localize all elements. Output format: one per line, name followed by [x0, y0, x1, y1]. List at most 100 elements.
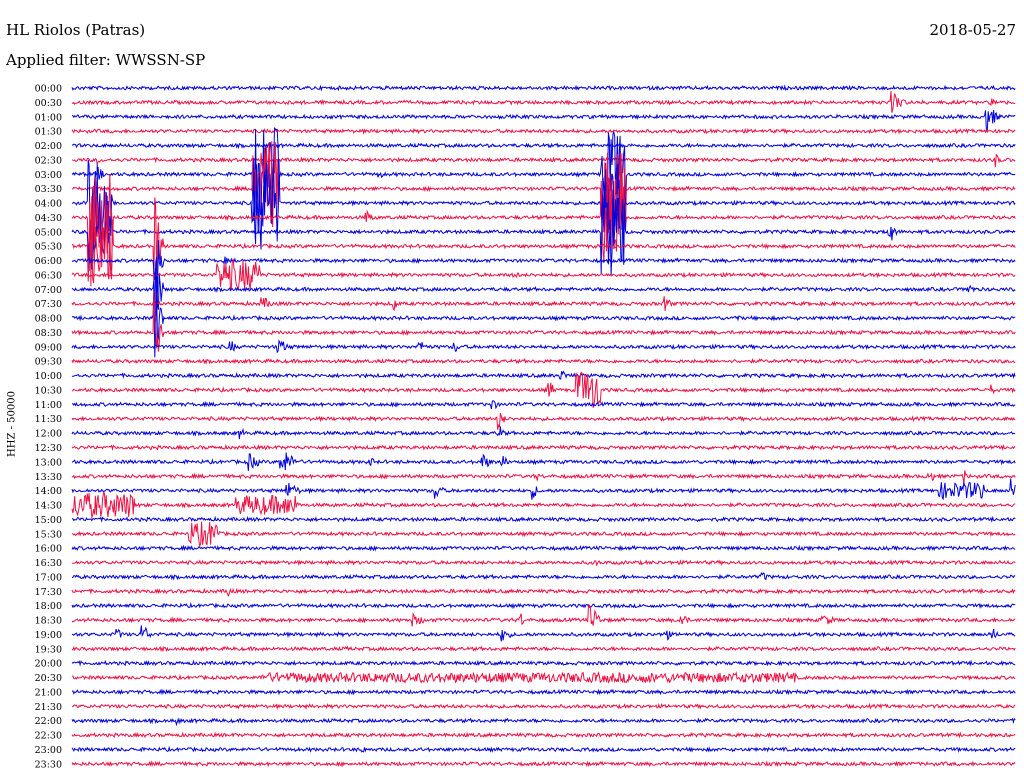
time-tick-label: 09:00 — [35, 342, 62, 353]
time-tick-label: 00:00 — [35, 84, 62, 95]
time-tick-label: 02:30 — [35, 155, 62, 166]
time-tick-label: 07:00 — [35, 285, 62, 296]
trace-line — [71, 587, 1016, 597]
time-tick-label: 13:30 — [35, 472, 62, 483]
trace-line — [72, 521, 1016, 549]
trace-line — [71, 645, 1016, 653]
time-tick-label: 01:00 — [35, 112, 62, 123]
time-tick-label: 21:30 — [35, 702, 62, 713]
time-tick-label: 02:00 — [35, 141, 62, 152]
trace-line — [71, 141, 1016, 235]
time-tick-label: 18:00 — [35, 601, 62, 612]
time-tick-label: 05:00 — [35, 227, 62, 238]
time-tick-label: 14:30 — [35, 501, 62, 512]
trace-line — [71, 127, 1016, 135]
filter-label: Applied filter: WWSSN-SP — [6, 51, 206, 69]
trace-line — [71, 717, 1016, 727]
time-tick-label: 08:00 — [35, 314, 62, 325]
trace-line — [71, 240, 1016, 296]
time-tick-label: 15:30 — [35, 529, 62, 540]
trace-line — [71, 603, 1016, 627]
time-tick-label: 21:00 — [35, 687, 62, 698]
trace-line — [71, 492, 1016, 520]
time-tick-label: 11:00 — [35, 400, 62, 411]
trace-line — [71, 197, 1016, 287]
trace-line — [71, 478, 1016, 501]
time-tick-label: 05:30 — [35, 242, 62, 253]
trace-line — [71, 158, 1016, 250]
time-tick-label: 23:00 — [35, 745, 62, 756]
trace-line — [71, 601, 1016, 610]
time-tick-label: 10:00 — [35, 371, 62, 382]
trace-line — [71, 339, 1016, 354]
time-tick-label: 08:30 — [35, 328, 62, 339]
trace-line — [71, 142, 1016, 150]
time-tick-label: 04:30 — [35, 213, 62, 224]
trace-line — [72, 515, 1016, 523]
trace-line — [71, 559, 1016, 567]
trace-line — [71, 109, 1016, 131]
trace-line — [71, 84, 1016, 92]
trace-line — [71, 625, 1016, 642]
time-tick-label: 06:00 — [35, 256, 62, 267]
trace-line — [71, 544, 1016, 552]
time-tick-label: 01:30 — [35, 127, 62, 138]
trace-line — [71, 426, 1016, 440]
trace-line — [71, 90, 1016, 113]
trace-line — [71, 470, 1016, 485]
time-tick-label: 19:30 — [35, 644, 62, 655]
trace-line — [71, 173, 1016, 262]
trace-line — [71, 127, 1016, 221]
time-tick-label: 00:30 — [35, 98, 62, 109]
time-tick-label: 20:30 — [35, 673, 62, 684]
time-tick-label: 15:00 — [35, 515, 62, 526]
trace-line — [71, 258, 1016, 292]
time-tick-label: 17:00 — [35, 572, 62, 583]
time-tick-label: 12:30 — [35, 443, 62, 454]
trace-line — [71, 659, 1016, 667]
time-tick-label: 11:30 — [35, 414, 62, 425]
time-tick-label: 10:30 — [35, 385, 62, 396]
time-tick-label: 20:00 — [35, 659, 62, 670]
trace-line — [71, 452, 1016, 471]
trace-line — [72, 399, 1016, 410]
trace-line — [71, 745, 1016, 753]
trace-line — [71, 256, 1016, 317]
trace-line — [71, 290, 1016, 352]
trace-line — [71, 185, 1016, 276]
time-tick-label: 03:00 — [35, 170, 62, 181]
time-tick-label: 13:00 — [35, 457, 62, 468]
time-tick-label: 16:00 — [35, 544, 62, 555]
time-tick-label: 23:30 — [35, 759, 62, 770]
time-tick-label: 12:00 — [35, 429, 62, 440]
trace-line — [71, 671, 1016, 684]
time-tick-label: 18:30 — [35, 616, 62, 627]
trace-line — [71, 370, 1016, 380]
trace-line — [71, 760, 1016, 768]
trace-line — [71, 357, 1016, 365]
time-tick-label: 22:30 — [35, 731, 62, 742]
trace-line — [71, 443, 1016, 451]
record-date: 2018-05-27 — [929, 21, 1016, 39]
trace-line — [71, 702, 1016, 710]
time-tick-label: 06:30 — [35, 270, 62, 281]
trace-line — [71, 371, 1016, 408]
time-tick-label: 07:30 — [35, 299, 62, 310]
trace-line — [71, 284, 1016, 358]
trace-line — [71, 571, 1016, 581]
time-tick-label: 03:30 — [35, 184, 62, 195]
time-tick-label: 22:00 — [35, 716, 62, 727]
time-tick-label: 19:00 — [35, 630, 62, 641]
time-tick-label: 09:30 — [35, 357, 62, 368]
time-tick-label: 17:30 — [35, 587, 62, 598]
time-tick-label: 16:30 — [35, 558, 62, 569]
trace-line — [71, 688, 1016, 696]
time-tick-label: 14:00 — [35, 486, 62, 497]
station-title: HL Riolos (Patras) — [6, 21, 146, 39]
trace-line — [71, 296, 1016, 312]
trace-line — [71, 731, 1016, 739]
time-tick-label: 04:00 — [35, 199, 62, 210]
trace-line — [71, 153, 1016, 167]
trace-line — [71, 413, 1016, 430]
